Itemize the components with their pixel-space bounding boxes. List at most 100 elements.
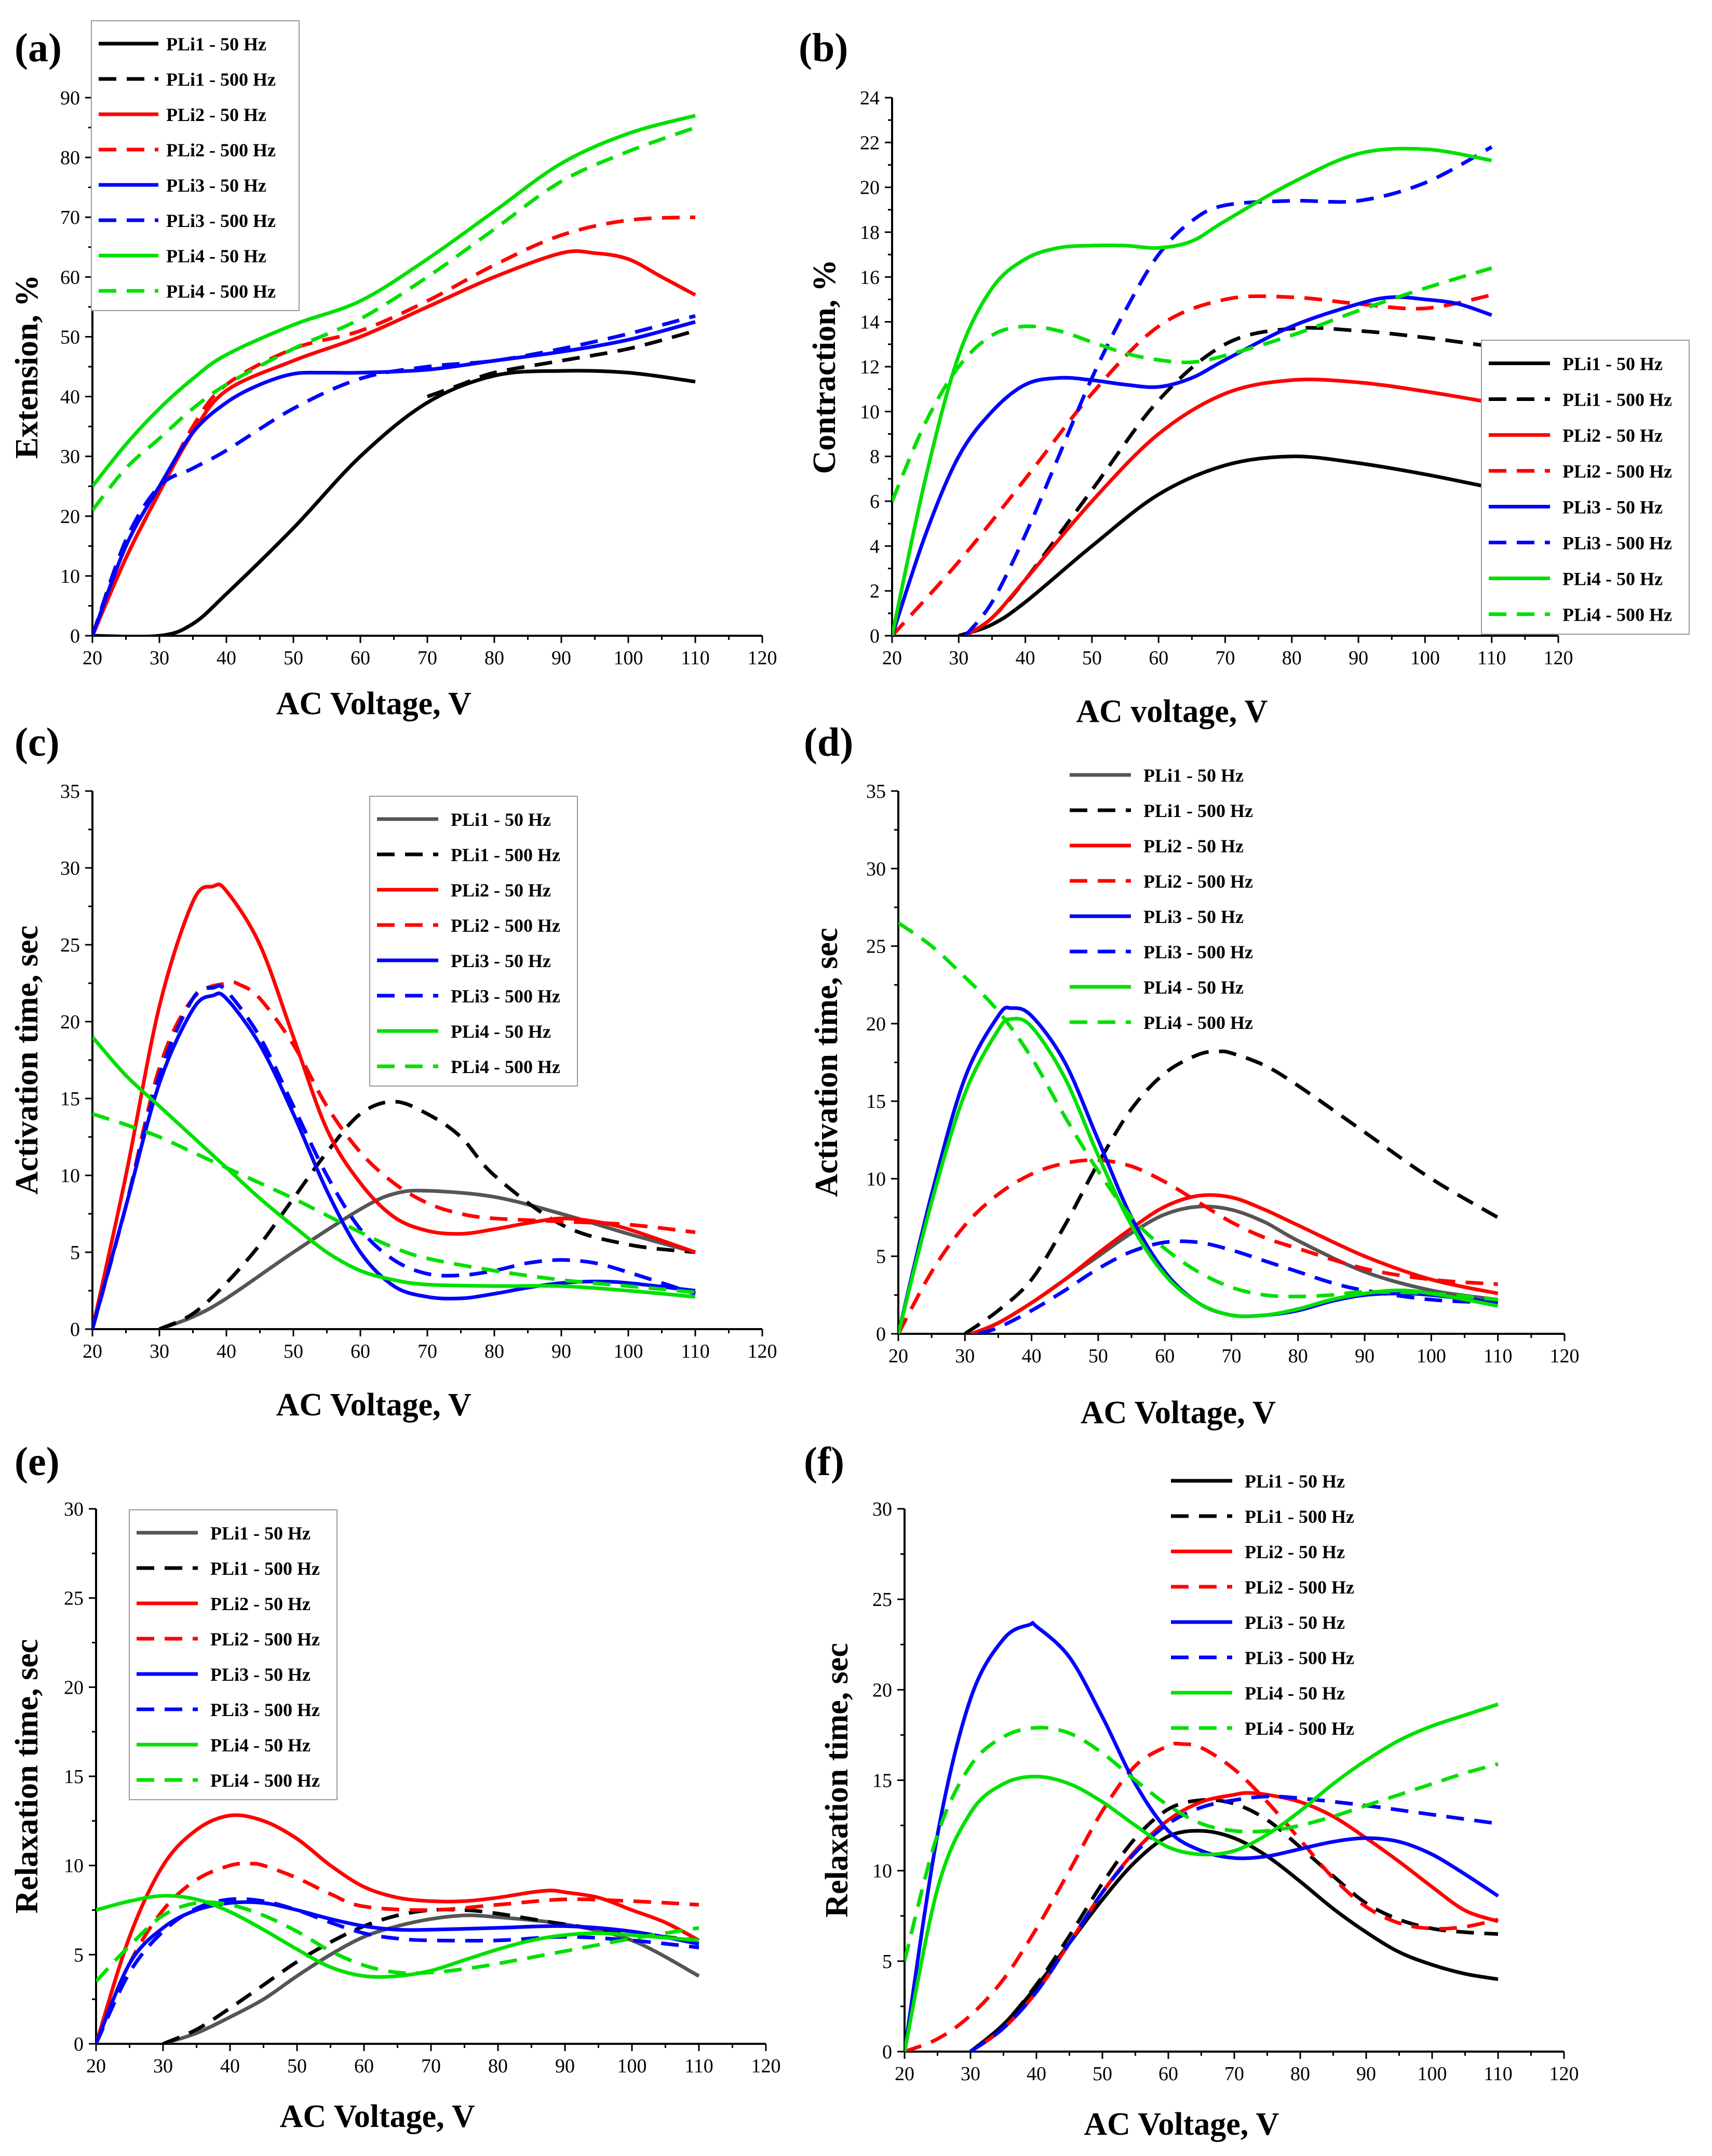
x-tick-label: 80 bbox=[484, 1341, 504, 1362]
x-tick-label: 100 bbox=[614, 1341, 643, 1362]
x-tick-label: 70 bbox=[421, 2055, 441, 2077]
series-line-pli1-500hz bbox=[964, 1049, 1499, 1334]
y-tick-label: 30 bbox=[60, 858, 80, 879]
legend-label: PLi1 - 500 Hz bbox=[166, 69, 276, 90]
series-line-pli4-500hz bbox=[92, 1112, 696, 1294]
y-tick-label: 8 bbox=[870, 446, 880, 468]
legend: PLi1 - 50 Hz PLi1 - 500 Hz PLi2 - 50 Hz PLi… bbox=[91, 20, 300, 311]
x-tick-label: 20 bbox=[83, 647, 102, 669]
x-tick-label: 120 bbox=[1544, 647, 1573, 669]
y-tick-label: 5 bbox=[882, 1951, 892, 1973]
y-axis-title: Activation time, sec bbox=[809, 928, 844, 1197]
legend: PLi1 - 50 Hz PLi1 - 500 Hz PLi2 - 50 Hz PLi… bbox=[1171, 1471, 1354, 1739]
x-tick-label: 120 bbox=[748, 1341, 777, 1362]
y-tick-label: 25 bbox=[60, 934, 80, 956]
legend-label: PLi1 - 500 Hz bbox=[1143, 800, 1253, 821]
chart-panel-a: (a) 20 30 40 50 60 70 80 90 100 110 120 0 10 20 30 40 50 6… bbox=[9, 20, 777, 721]
series-line-pli2-500hz bbox=[96, 1862, 699, 2044]
series-line-pli3-50hz bbox=[92, 320, 696, 636]
y-tick-label: 5 bbox=[70, 1242, 80, 1264]
x-tick-label: 80 bbox=[488, 2055, 508, 2077]
x-axis-title: AC Voltage, V bbox=[280, 2099, 475, 2134]
legend-label: PLi4 - 500 Hz bbox=[210, 1770, 320, 1791]
legend-label: PLi1 - 500 Hz bbox=[451, 845, 560, 865]
y-tick-label: 6 bbox=[870, 491, 880, 513]
y-tick-label: 10 bbox=[872, 1860, 892, 1882]
y-tick-label: 80 bbox=[60, 147, 80, 169]
legend-label: PLi3 - 500 Hz bbox=[1562, 533, 1672, 554]
series-line-pli4-50hz bbox=[892, 146, 1492, 636]
x-tick-label: 120 bbox=[748, 647, 777, 669]
legend: PLi1 - 50 Hz PLi1 - 500 Hz PLi2 - 50 Hz PLi… bbox=[1481, 340, 1690, 635]
legend-label: PLi4 - 500 Hz bbox=[1143, 1012, 1253, 1033]
legend-label: PLi4 - 50 Hz bbox=[1245, 1683, 1345, 1704]
legend-label: PLi3 - 50 Hz bbox=[1562, 497, 1663, 518]
series-line-pli3-50hz bbox=[905, 1621, 1499, 2052]
x-tick-label: 40 bbox=[217, 1341, 236, 1362]
legend-label: PLi3 - 50 Hz bbox=[1245, 1612, 1345, 1633]
panel-label: (f) bbox=[804, 1439, 844, 1484]
y-tick-label: 2 bbox=[870, 581, 880, 602]
y-tick-label: 18 bbox=[860, 222, 880, 244]
x-tick-label: 100 bbox=[1418, 2063, 1447, 2085]
x-tick-label: 40 bbox=[1016, 647, 1035, 669]
legend-label: PLi3 - 50 Hz bbox=[210, 1664, 311, 1685]
y-tick-label: 50 bbox=[60, 326, 80, 348]
x-tick-label: 70 bbox=[417, 1341, 437, 1362]
y-tick-label: 30 bbox=[64, 1498, 84, 1520]
legend-label: PLi2 - 500 Hz bbox=[1562, 461, 1672, 482]
y-axis-title: Relaxation time, sec bbox=[819, 1643, 855, 1918]
x-tick-label: 20 bbox=[83, 1341, 102, 1362]
x-tick-label: 80 bbox=[1290, 2063, 1310, 2085]
y-tick-label: 4 bbox=[870, 535, 880, 557]
x-tick-label: 110 bbox=[1484, 1345, 1513, 1367]
series-line-pli1-500hz bbox=[158, 1100, 696, 1329]
series-line-pli1-50hz bbox=[958, 454, 1492, 636]
x-tick-label: 30 bbox=[150, 1341, 169, 1362]
x-tick-label: 90 bbox=[1355, 1345, 1374, 1367]
x-tick-label: 110 bbox=[1484, 2063, 1513, 2085]
legend-label: PLi4 - 50 Hz bbox=[166, 246, 266, 266]
series-line-pli4-50hz bbox=[96, 1894, 699, 1979]
x-tick-label: 50 bbox=[1093, 2063, 1112, 2085]
y-tick-label: 0 bbox=[70, 625, 80, 647]
x-tick-label: 20 bbox=[86, 2055, 106, 2077]
series-line-pli2-500hz bbox=[892, 293, 1492, 636]
y-tick-label: 16 bbox=[860, 266, 880, 288]
y-tick-label: 20 bbox=[60, 506, 80, 528]
x-tick-label: 120 bbox=[1549, 2063, 1579, 2085]
legend-label: PLi1 - 50 Hz bbox=[1562, 354, 1663, 374]
x-tick-label: 30 bbox=[150, 647, 169, 669]
x-tick-label: 100 bbox=[617, 2055, 647, 2077]
legend-label: PLi1 - 50 Hz bbox=[166, 34, 266, 55]
y-tick-label: 10 bbox=[866, 1168, 886, 1190]
series-line-pli1-500hz bbox=[162, 1907, 699, 2044]
legend-label: PLi1 - 500 Hz bbox=[1245, 1506, 1354, 1527]
series-line-pli4-500hz bbox=[898, 921, 1499, 1302]
series-line-pli2-500hz bbox=[898, 1158, 1498, 1334]
x-tick-label: 70 bbox=[417, 647, 437, 669]
y-tick-label: 0 bbox=[882, 2041, 892, 2063]
y-tick-label: 40 bbox=[60, 386, 80, 408]
y-tick-label: 60 bbox=[60, 266, 80, 288]
chart-panel-f: (f) 20 30 40 50 60 70 80 90 100 110 120 0 5 10 15 20 25 30… bbox=[804, 1439, 1579, 2142]
legend-box bbox=[129, 1509, 338, 1800]
x-tick-label: 60 bbox=[354, 2055, 374, 2077]
x-tick-label: 40 bbox=[217, 647, 236, 669]
y-tick-label: 20 bbox=[60, 1011, 80, 1033]
x-tick-label: 50 bbox=[1088, 1345, 1108, 1367]
legend-box bbox=[369, 796, 578, 1087]
series-line-pli1-50hz bbox=[92, 369, 696, 636]
x-tick-label: 60 bbox=[351, 647, 370, 669]
series-line-pli4-500hz bbox=[905, 1725, 1499, 1962]
x-tick-label: 50 bbox=[284, 647, 303, 669]
y-tick-label: 22 bbox=[860, 132, 880, 154]
legend-label: PLi2 - 50 Hz bbox=[210, 1593, 311, 1614]
legend-label: PLi3 - 50 Hz bbox=[166, 175, 266, 196]
y-tick-label: 10 bbox=[64, 1855, 84, 1877]
x-tick-label: 90 bbox=[551, 647, 571, 669]
series-line-pli4-500hz bbox=[92, 126, 696, 512]
x-axis-title: AC voltage, V bbox=[1076, 694, 1268, 729]
y-tick-label: 5 bbox=[74, 1944, 84, 1966]
legend-label: PLi2 - 50 Hz bbox=[166, 104, 266, 125]
